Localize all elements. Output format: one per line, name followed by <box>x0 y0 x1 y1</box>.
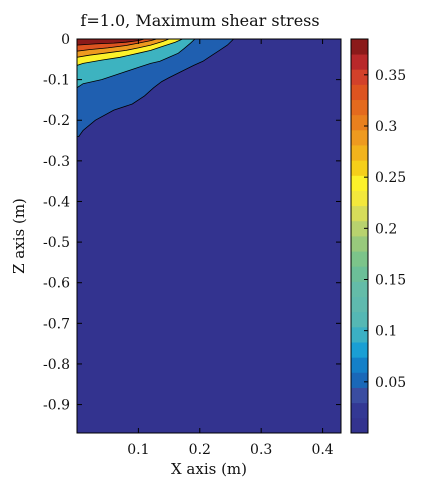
x-axis-ticks: 0.1 0.2 0.3 0.4 <box>127 39 334 458</box>
colorbar-step <box>351 84 368 101</box>
colorbar-steps <box>351 39 368 434</box>
colorbar: 0.05 0.1 0.15 0.2 0.25 0.3 0.35 <box>350 38 406 434</box>
colorbar-tick-label: 0.15 <box>375 272 406 288</box>
colorbar-step <box>351 69 368 85</box>
y-tick-label: -0.5 <box>43 235 70 251</box>
colorbar-tick-label: 0.1 <box>375 324 397 340</box>
colorbar-step <box>351 145 368 161</box>
y-tick-label: -0.8 <box>43 357 70 373</box>
y-tick-label: -0.2 <box>43 113 70 129</box>
colorbar-step <box>351 266 368 282</box>
colorbar-step <box>351 402 368 419</box>
colorbar-step <box>351 281 368 298</box>
y-axis-ticks: 0 -0.1 -0.2 -0.3 -0.4 -0.5 -0.6 -0.7 -0.8 -0.9 <box>43 32 341 414</box>
y-axis-label: Z axis (m) <box>10 198 28 274</box>
colorbar-tick-label: 0.2 <box>375 221 397 237</box>
colorbar-step <box>351 190 368 207</box>
y-tick-label: 0 <box>61 32 70 48</box>
colorbar-step <box>351 342 368 358</box>
colorbar-step <box>351 114 368 131</box>
colorbar-step <box>351 311 368 328</box>
colorbar-step <box>351 205 368 222</box>
x-tick-label: 0.2 <box>189 442 211 458</box>
colorbar-step <box>351 387 368 404</box>
plot-area <box>76 38 342 434</box>
colorbar-step <box>351 220 368 237</box>
y-tick-label: -0.3 <box>43 154 70 170</box>
colorbar-step <box>351 296 368 313</box>
y-tick-label: -0.1 <box>43 73 70 89</box>
colorbar-tick-label: 0.3 <box>375 119 397 135</box>
plot-frame <box>76 38 342 434</box>
colorbar-step <box>351 372 368 388</box>
colorbar-ticks: 0.05 0.1 0.15 0.2 0.25 0.3 0.35 <box>364 68 406 391</box>
colorbar-step <box>351 54 368 70</box>
colorbar-tick-label: 0.25 <box>375 170 406 186</box>
y-tick-label: -0.9 <box>43 398 70 414</box>
colorbar-step <box>351 236 368 252</box>
colorbar-frame <box>350 38 369 434</box>
colorbar-step <box>351 251 368 267</box>
colorbar-tick-label: 0.05 <box>375 375 406 391</box>
contour-layer <box>76 38 235 137</box>
colorbar-tick-label: 0.35 <box>375 68 406 84</box>
chart-title: f=1.0, Maximum shear stress <box>80 11 319 30</box>
colorbar-step <box>351 417 368 434</box>
colorbar-step <box>351 160 368 176</box>
colorbar-step <box>351 99 368 116</box>
x-tick-label: 0.1 <box>127 442 149 458</box>
colorbar-step <box>351 129 368 146</box>
colorbar-step <box>351 326 368 343</box>
colorbar-step <box>351 39 368 55</box>
x-tick-label: 0.3 <box>250 442 272 458</box>
x-axis-label: X axis (m) <box>171 460 247 478</box>
y-tick-label: -0.4 <box>43 194 70 210</box>
y-tick-label: -0.6 <box>43 276 70 292</box>
x-tick-label: 0.4 <box>311 442 333 458</box>
colorbar-step <box>351 175 368 191</box>
colorbar-step <box>351 357 368 373</box>
y-tick-label: -0.7 <box>43 316 70 332</box>
